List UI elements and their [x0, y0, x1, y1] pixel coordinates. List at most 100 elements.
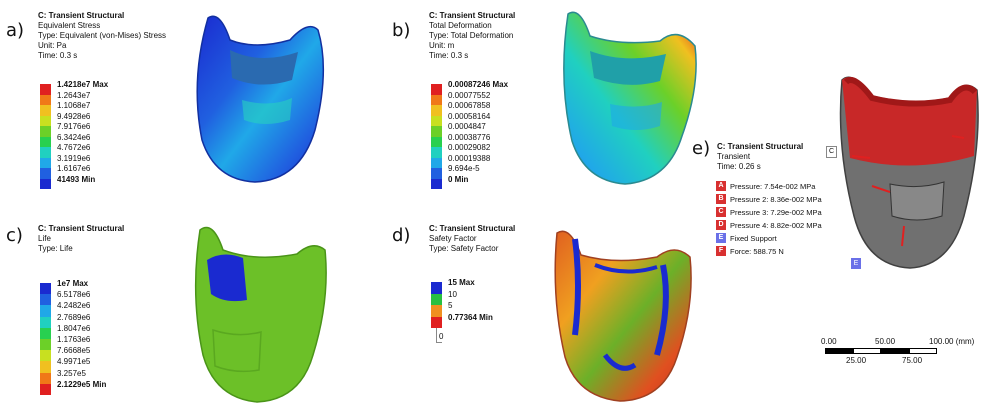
legend-label: 1.8047e6	[57, 323, 91, 333]
legend-label: 9.4928e6	[57, 111, 91, 121]
header-line: Type: Life	[38, 244, 73, 253]
color-legend: 0.00087246 Max 0.00077552 0.00067858 0.0005…	[431, 80, 561, 190]
legend-band	[431, 126, 442, 137]
legend-label: 1.2643e7	[57, 90, 91, 100]
header-title: C: Transient Structural	[38, 11, 125, 20]
bc-tag: A	[716, 181, 726, 191]
color-legend: 15 Max 10 5 0.77364 Min 0	[431, 278, 541, 348]
legend-band	[431, 282, 442, 294]
legend-label: 0.00058164	[448, 111, 491, 121]
legend-band	[431, 157, 442, 168]
bc-text: Force: 588.75 N	[730, 247, 784, 256]
safety-factor-contour-model	[554, 230, 692, 402]
result-header: C: Transient Structural Total Deformatio…	[429, 11, 515, 61]
life-contour-model	[194, 226, 327, 403]
panel-label: a)	[6, 20, 25, 41]
scale-label: 25.00	[846, 356, 867, 365]
header-line: Transient	[717, 152, 751, 161]
header-line: Time: 0.3 s	[38, 51, 78, 60]
panel-safety-factor: d) C: Transient Structural Safety Factor…	[390, 205, 710, 406]
legend-band	[431, 105, 442, 116]
bc-tag: C	[716, 207, 726, 217]
header-line: Total Deformation	[429, 21, 492, 30]
legend-label: 0 Min	[448, 174, 469, 184]
header-line: Type: Equivalent (von-Mises) Stress	[38, 31, 167, 40]
panel-label: d)	[392, 225, 411, 246]
legend-band	[40, 316, 51, 328]
legend-band	[40, 84, 51, 95]
legend-label: 7.9176e6	[57, 122, 91, 131]
panel-equivalent-stress: a) C: Transient Structural Equivalent St…	[0, 0, 330, 203]
header-line: Unit: Pa	[38, 41, 67, 50]
legend-band	[431, 94, 442, 105]
legend-band	[40, 136, 51, 147]
legend-label: 0.00067858	[448, 101, 491, 110]
color-legend: 1e7 Max 6.5178e6 4.2482e6 2.7689e6 1.8047e6 1…	[40, 279, 170, 395]
legend-band	[431, 115, 442, 126]
boundary-condition-item: F Force: 588.75 N	[716, 246, 784, 257]
legend-label: 9.694e-5	[448, 164, 480, 173]
legend-band	[431, 305, 442, 317]
legend-band	[40, 157, 51, 168]
bc-text: Pressure 2: 8.36e-002 MPa	[730, 195, 822, 204]
bc-text: Fixed Support	[730, 234, 777, 243]
legend-band	[40, 361, 51, 373]
result-header: C: Transient Structural Life Type: Life	[38, 224, 124, 254]
legend-label: 3.257e5	[57, 368, 86, 378]
color-legend: 1.4218e7 Max 1.2643e7 1.1068e7 9.4928e6 7.91…	[40, 80, 160, 190]
legend-label: 1.4218e7 Max	[57, 80, 109, 89]
legend-band	[40, 283, 51, 295]
boundary-condition-item: B Pressure 2: 8.36e-002 MPa	[716, 194, 822, 205]
header-title: C: Transient Structural	[429, 224, 516, 233]
legend-band	[431, 84, 442, 95]
header-line: Type: Total Deformation	[429, 31, 514, 40]
legend-label: 10	[448, 289, 457, 299]
legend-band	[431, 147, 442, 158]
header-line: Time: 0.26 s	[717, 162, 761, 171]
legend-label: 6.5178e6	[57, 290, 91, 300]
legend-band	[40, 168, 51, 179]
legend-label: 4.9971e5	[57, 357, 91, 367]
panel-total-deformation: b) C: Transient Structural Total Deforma…	[390, 0, 710, 203]
bc-text: Pressure: 7.54e-002 MPa	[730, 182, 816, 191]
scale-label: 50.00	[875, 337, 896, 346]
legend-label: 0.0004847	[448, 122, 486, 131]
panel-life: c) C: Transient Structural Life Type: Li…	[0, 205, 330, 406]
scale-label: 75.00	[902, 356, 923, 365]
panel-boundary-conditions: e) C: Transient Structural Transient Tim…	[690, 60, 996, 406]
legend-label: 7.6668e5	[57, 346, 91, 356]
bc-tag: E	[716, 233, 726, 243]
legend-band	[40, 178, 51, 189]
boundary-condition-item: A Pressure: 7.54e-002 MPa	[716, 181, 815, 192]
legend-band	[40, 126, 51, 137]
panel-label: e)	[692, 138, 711, 159]
scale-bar	[825, 346, 937, 354]
legend-label: 3.1919e6	[57, 153, 91, 163]
panel-label: c)	[6, 225, 23, 246]
legend-label: 1.1763e6	[57, 335, 91, 344]
panel-label: b)	[392, 20, 411, 41]
header-title: C: Transient Structural	[38, 224, 125, 233]
header-line: Life	[38, 234, 51, 243]
legend-band	[431, 293, 442, 305]
legend-label: 15 Max	[448, 278, 475, 287]
bc-tag: D	[716, 220, 726, 230]
legend-band	[40, 305, 51, 317]
header-line: Time: 0.3 s	[429, 51, 469, 60]
boundary-condition-item: C Pressure 3: 7.29e-002 MPa	[716, 207, 822, 218]
header-line: Unit: m	[429, 41, 455, 50]
legend-band	[40, 94, 51, 105]
boundary-condition-list: A Pressure: 7.54e-002 MPa B Pressure 2: 8.3…	[716, 181, 836, 261]
bc-tag: B	[716, 194, 726, 204]
legend-label: 0	[439, 332, 444, 341]
bc-tag: F	[716, 246, 726, 256]
legend-label: 0.00029082	[448, 143, 491, 152]
legend-band	[431, 316, 442, 328]
legend-band	[40, 115, 51, 126]
legend-band	[40, 147, 51, 158]
header-line: Type: Safety Factor	[429, 244, 499, 253]
boundary-condition-item: D Pressure 4: 8.82e-002 MPa	[716, 220, 822, 231]
legend-label: 5	[448, 301, 453, 310]
legend-label: 0.77364 Min	[448, 312, 493, 322]
legend-label: 2.1229e5 Min	[57, 379, 107, 389]
